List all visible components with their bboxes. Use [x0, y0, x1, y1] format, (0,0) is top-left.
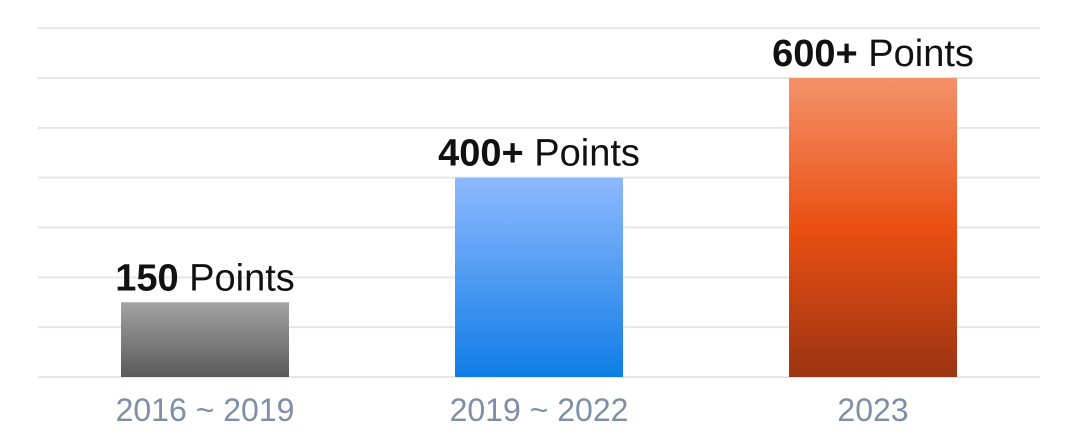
data-label-value: 400+ [438, 133, 524, 175]
data-label-value: 600+ [772, 33, 858, 75]
data-label-value: 150 [115, 257, 178, 299]
bar-2 [455, 177, 623, 377]
x-tick-label-2: 2019 ~ 2022 [450, 392, 629, 428]
bars [121, 78, 957, 377]
data-label-2: 400+ Points [438, 133, 640, 175]
x-axis-tick-labels: 2016 ~ 2019 2019 ~ 2022 2023 [116, 392, 909, 428]
x-tick-label-3: 2023 [837, 392, 908, 428]
bar-1 [121, 302, 289, 377]
data-label-unit: Points [534, 133, 640, 175]
data-label-3: 600+ Points [772, 33, 974, 75]
data-label-unit: Points [189, 257, 295, 299]
data-label-unit: Points [868, 33, 974, 75]
data-label-1: 150 Points [115, 257, 295, 299]
bar-3 [789, 78, 957, 377]
x-tick-label-1: 2016 ~ 2019 [116, 392, 295, 428]
